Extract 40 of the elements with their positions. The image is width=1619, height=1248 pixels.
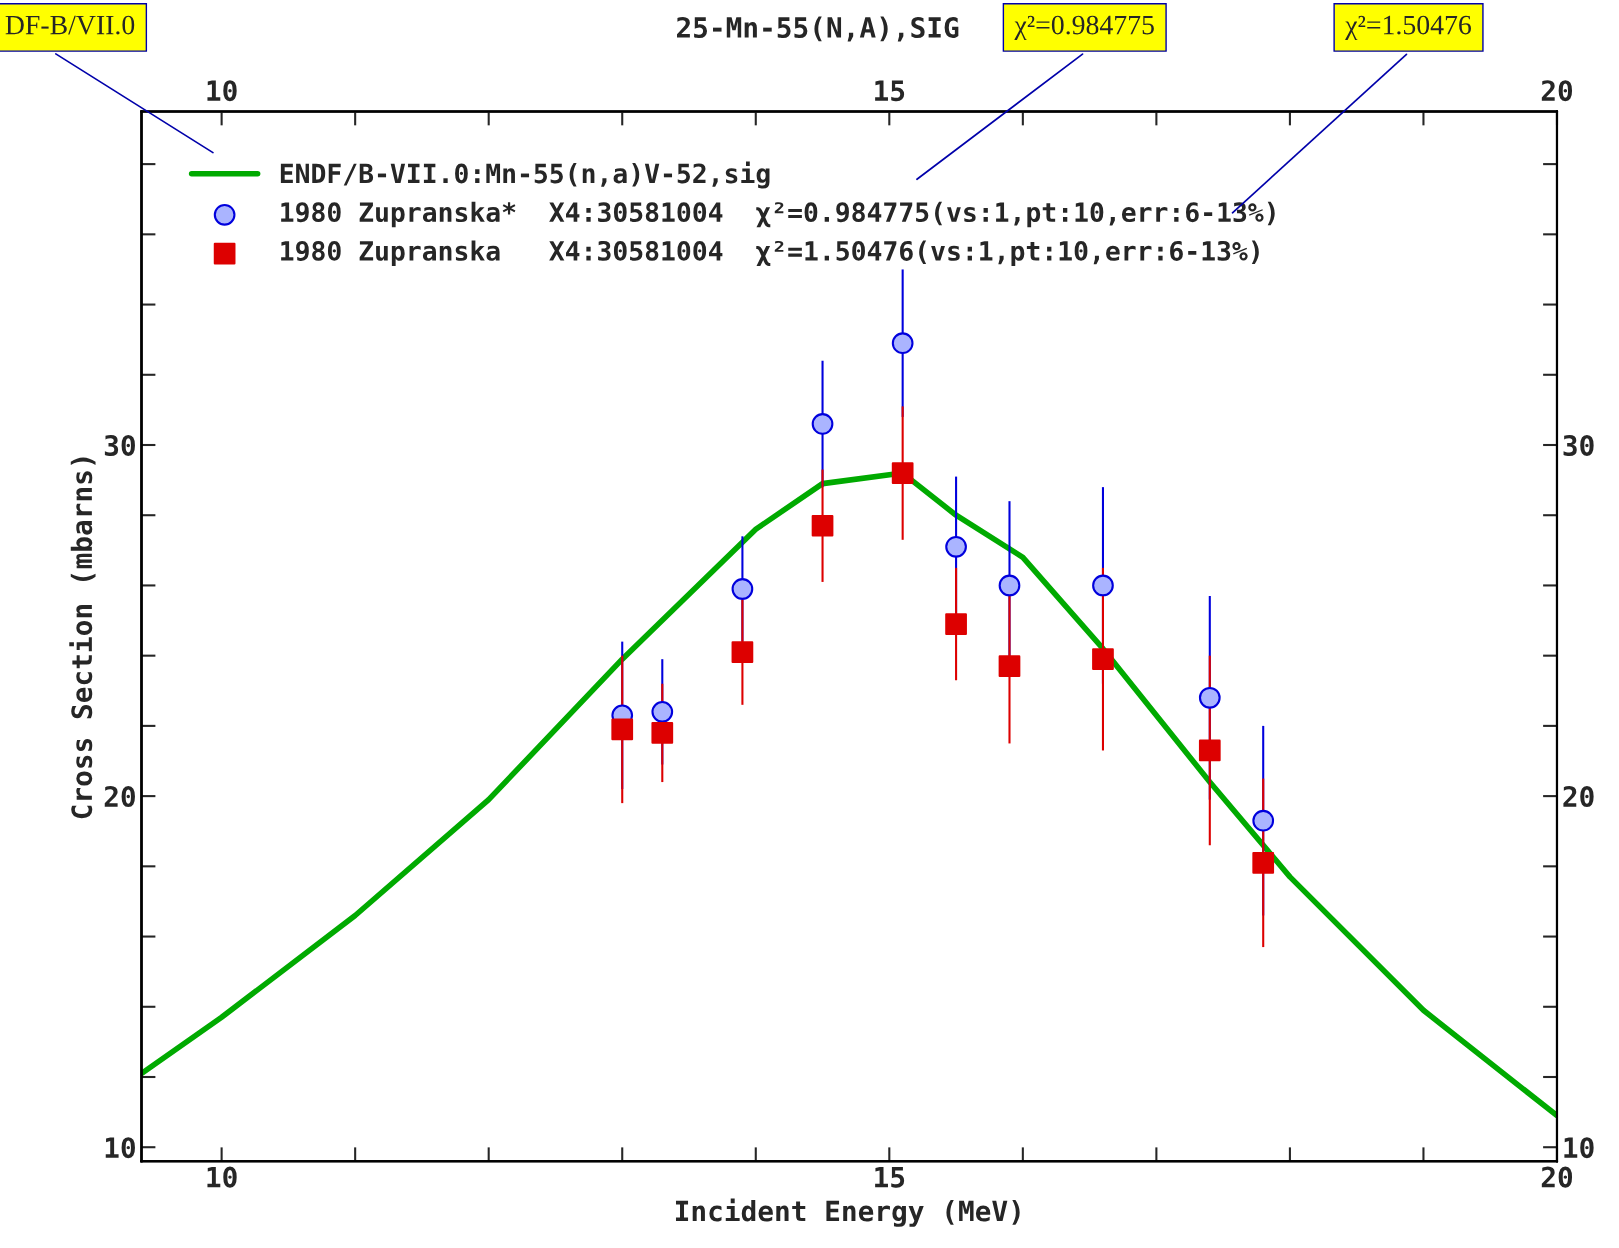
point <box>945 535 967 558</box>
point <box>1198 686 1221 709</box>
y2-tick-label: 30 <box>1563 434 1594 456</box>
x-axis-title: Incident Energy (MeV) <box>675 1198 1020 1227</box>
x2-tick-label: 15 <box>875 80 905 102</box>
x2-tick-label: 10 <box>207 80 237 102</box>
x-tick-label: 20 <box>1541 1166 1573 1188</box>
point <box>1092 574 1114 597</box>
chart-title: 25-Mn-55(N,A),SIG <box>677 16 959 42</box>
point <box>651 700 674 723</box>
point <box>998 655 1021 678</box>
point <box>1252 809 1275 832</box>
x-tick-label: 15 <box>875 1166 905 1188</box>
y2-tick-label: 10 <box>1564 1137 1594 1159</box>
point <box>891 462 914 484</box>
x2-tick-label: 20 <box>1541 80 1573 102</box>
x-tick-label: 10 <box>207 1166 237 1188</box>
y-tick-label: 20 <box>104 786 135 808</box>
point <box>1198 739 1221 762</box>
point <box>998 574 1021 597</box>
point <box>651 722 674 744</box>
point <box>731 578 754 600</box>
y-tick-label: 10 <box>105 1137 135 1159</box>
text: χ²=0.984775 <box>1014 15 1154 41</box>
y-tick-label: 30 <box>104 434 135 456</box>
point <box>945 613 967 635</box>
y2-tick-label: 20 <box>1563 786 1594 808</box>
point <box>1252 851 1275 874</box>
point <box>811 413 834 435</box>
point <box>611 718 634 741</box>
legend-label: 1980 Zupranska* X4:30581004 χ²=0.984775(vs:1,pt:10,err:6-13%) <box>281 201 1275 228</box>
text: χ²=1.50476 <box>1345 15 1471 41</box>
point <box>731 641 754 664</box>
point <box>891 332 914 355</box>
point <box>1092 648 1114 671</box>
y-axis-title: Cross Section (mbarns) <box>69 457 96 819</box>
point <box>811 514 834 537</box>
legend-label: ENDF/B-VII.0:Mn-55(n,a)V-52,sig <box>280 161 770 189</box>
legend-label: 1980 Zupranska X4:30581004 χ²=1.50476(vs:1,pt:10,err:6-13%) <box>281 240 1259 266</box>
text: DF-B/VII.0 <box>5 15 135 35</box>
